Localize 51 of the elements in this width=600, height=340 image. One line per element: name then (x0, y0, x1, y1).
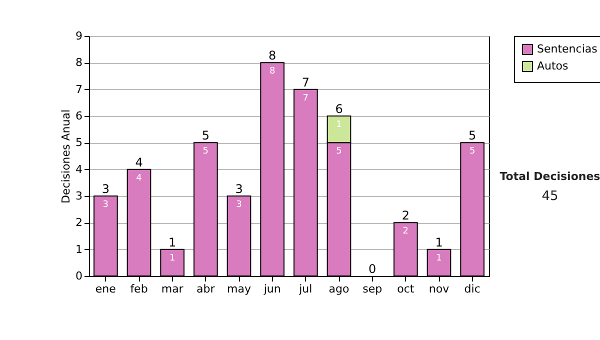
y-tick-label: 1 (76, 242, 82, 256)
total-label: 1 (435, 235, 443, 250)
x-tick-label: sep (362, 282, 382, 296)
x-tick-label: ene (95, 282, 116, 296)
data-label: 7 (302, 93, 309, 104)
x-tick-label: oct (397, 282, 415, 296)
x-tick-label: nov (428, 282, 450, 296)
total-label: 5 (202, 128, 210, 143)
legend-label: Autos (537, 60, 569, 72)
total-label: 7 (302, 75, 310, 90)
y-tick-label: 4 (76, 162, 82, 176)
data-label: 1 (169, 253, 176, 264)
y-tick-label: 9 (76, 30, 82, 42)
data-label: 5 (336, 146, 342, 157)
total-label: 2 (402, 208, 410, 223)
total-label: 3 (102, 182, 110, 196)
y-tick-label: 3 (76, 190, 82, 202)
total-label: 8 (268, 48, 276, 63)
data-label: 1 (336, 120, 342, 130)
data-label: 3 (102, 200, 109, 210)
data-label: 8 (269, 66, 276, 77)
data-label: 4 (136, 173, 142, 184)
y-tick-label: 5 (76, 136, 82, 150)
data-label: 5 (469, 146, 476, 157)
y-axis-title: Decisiones Anual (60, 109, 72, 204)
total-label: 6 (335, 102, 343, 116)
y-tick-label: 8 (76, 56, 82, 70)
y-tick-label: 0 (76, 270, 82, 282)
total-label: 1 (168, 235, 176, 250)
total-label: 4 (135, 155, 143, 170)
x-tick-label: ago (328, 282, 350, 296)
data-label: 2 (402, 226, 409, 237)
text: 45 (540, 189, 560, 204)
total-label: 5 (468, 128, 476, 143)
x-tick-label: jun (262, 282, 281, 296)
data-label: 3 (236, 200, 242, 210)
y-tick-label: 7 (76, 82, 82, 96)
x-tick-label: mar (161, 282, 184, 296)
x-tick-label: jul (298, 282, 312, 296)
x-tick-label: feb (130, 282, 148, 296)
y-tick-label: 6 (76, 110, 82, 122)
y-tick-label: 2 (76, 216, 82, 230)
x-tick-label: dic (464, 282, 480, 296)
data-label: 1 (436, 253, 442, 264)
total-label: 0 (368, 262, 376, 276)
legend-label: Sentencias (537, 42, 598, 56)
data-label: 5 (202, 146, 209, 157)
total-label: 3 (235, 182, 243, 196)
x-tick-label: abr (196, 282, 216, 296)
text: Total Decisiones (498, 170, 600, 183)
x-tick-label: may (227, 282, 252, 296)
